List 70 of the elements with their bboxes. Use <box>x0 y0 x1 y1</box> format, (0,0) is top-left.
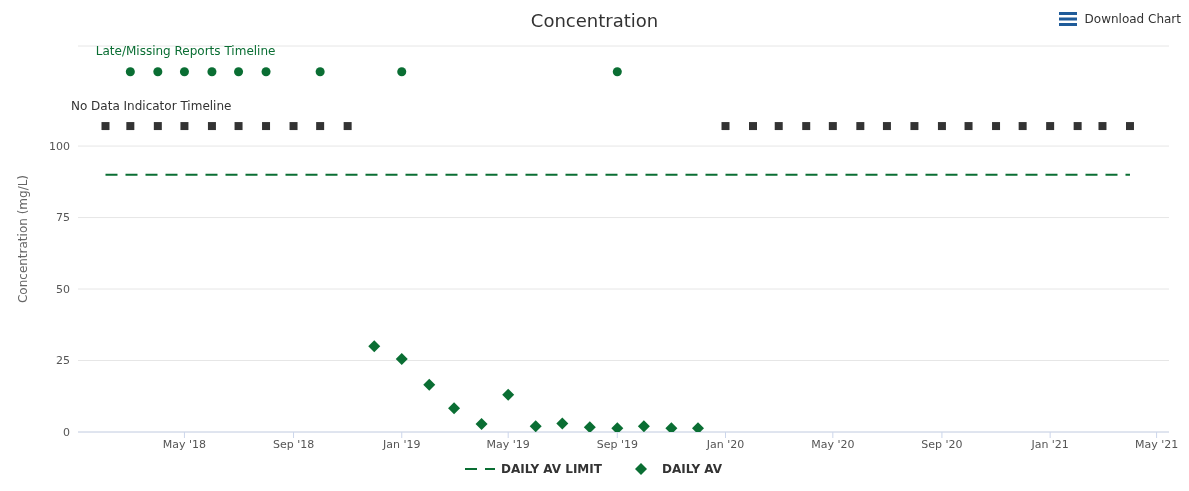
point <box>1125 122 1134 131</box>
point <box>153 122 162 131</box>
point <box>828 122 837 131</box>
y-tick-label: 0 <box>63 425 70 439</box>
point <box>126 122 135 131</box>
point <box>315 67 325 77</box>
point <box>692 422 705 432</box>
legend-label: DAILY AV <box>661 462 723 476</box>
x-tick-label: Jan '20 <box>705 437 745 451</box>
point <box>637 420 650 432</box>
point <box>234 122 243 131</box>
point <box>556 417 569 430</box>
point <box>448 402 461 415</box>
point <box>180 122 189 131</box>
y-tick-label: 100 <box>49 139 70 153</box>
x-tick-label: May '20 <box>811 437 855 451</box>
point <box>502 388 515 401</box>
point <box>101 122 110 131</box>
legend-label: DAILY AV LIMIT <box>500 462 602 476</box>
series-label: Late/Missing Reports Timeline <box>95 44 276 59</box>
point <box>882 122 891 131</box>
point <box>395 353 408 366</box>
y-tick-label: 50 <box>56 282 70 296</box>
x-tick-label: Sep '20 <box>921 437 963 451</box>
y-tick-label: 75 <box>56 211 70 225</box>
text: Download Chart <box>1084 12 1181 26</box>
x-tick-label: Sep '18 <box>272 437 315 451</box>
x-tick-label: May '19 <box>486 437 530 451</box>
point <box>153 67 163 77</box>
point <box>316 122 325 131</box>
x-tick-label: Jan '19 <box>382 437 421 451</box>
x-tick-label: Jan '21 <box>1030 437 1069 451</box>
point <box>774 122 783 131</box>
chart-title: Concentration <box>530 10 659 31</box>
point <box>583 421 596 432</box>
point <box>475 417 488 430</box>
y-axis-title: Concentration (mg/L) <box>16 174 31 304</box>
point <box>125 67 135 77</box>
point <box>1018 122 1027 131</box>
point <box>665 422 678 432</box>
point <box>1046 122 1055 131</box>
x-tick-label: May '21 <box>1134 437 1179 451</box>
point <box>207 67 217 77</box>
point <box>612 67 622 77</box>
point <box>802 122 811 131</box>
point <box>261 67 271 77</box>
x-tick-label: Sep '19 <box>596 437 638 451</box>
point <box>611 422 624 432</box>
point <box>856 122 865 131</box>
point <box>397 67 407 77</box>
point <box>234 67 244 77</box>
point <box>423 378 436 391</box>
point <box>1098 122 1107 131</box>
y-tick-label: 25 <box>56 354 70 368</box>
point <box>368 340 381 353</box>
point <box>992 122 1001 131</box>
point <box>910 122 919 131</box>
point <box>1073 122 1082 131</box>
point <box>262 122 271 131</box>
point <box>289 122 298 131</box>
point <box>207 122 216 131</box>
point <box>749 122 757 131</box>
point <box>529 420 542 432</box>
point <box>343 122 352 131</box>
point <box>937 122 946 131</box>
series-label: No Data Indicator Timeline <box>70 98 232 113</box>
point <box>964 122 973 131</box>
x-tick-label: May '18 <box>162 437 207 451</box>
point <box>721 122 730 131</box>
point <box>179 67 189 77</box>
